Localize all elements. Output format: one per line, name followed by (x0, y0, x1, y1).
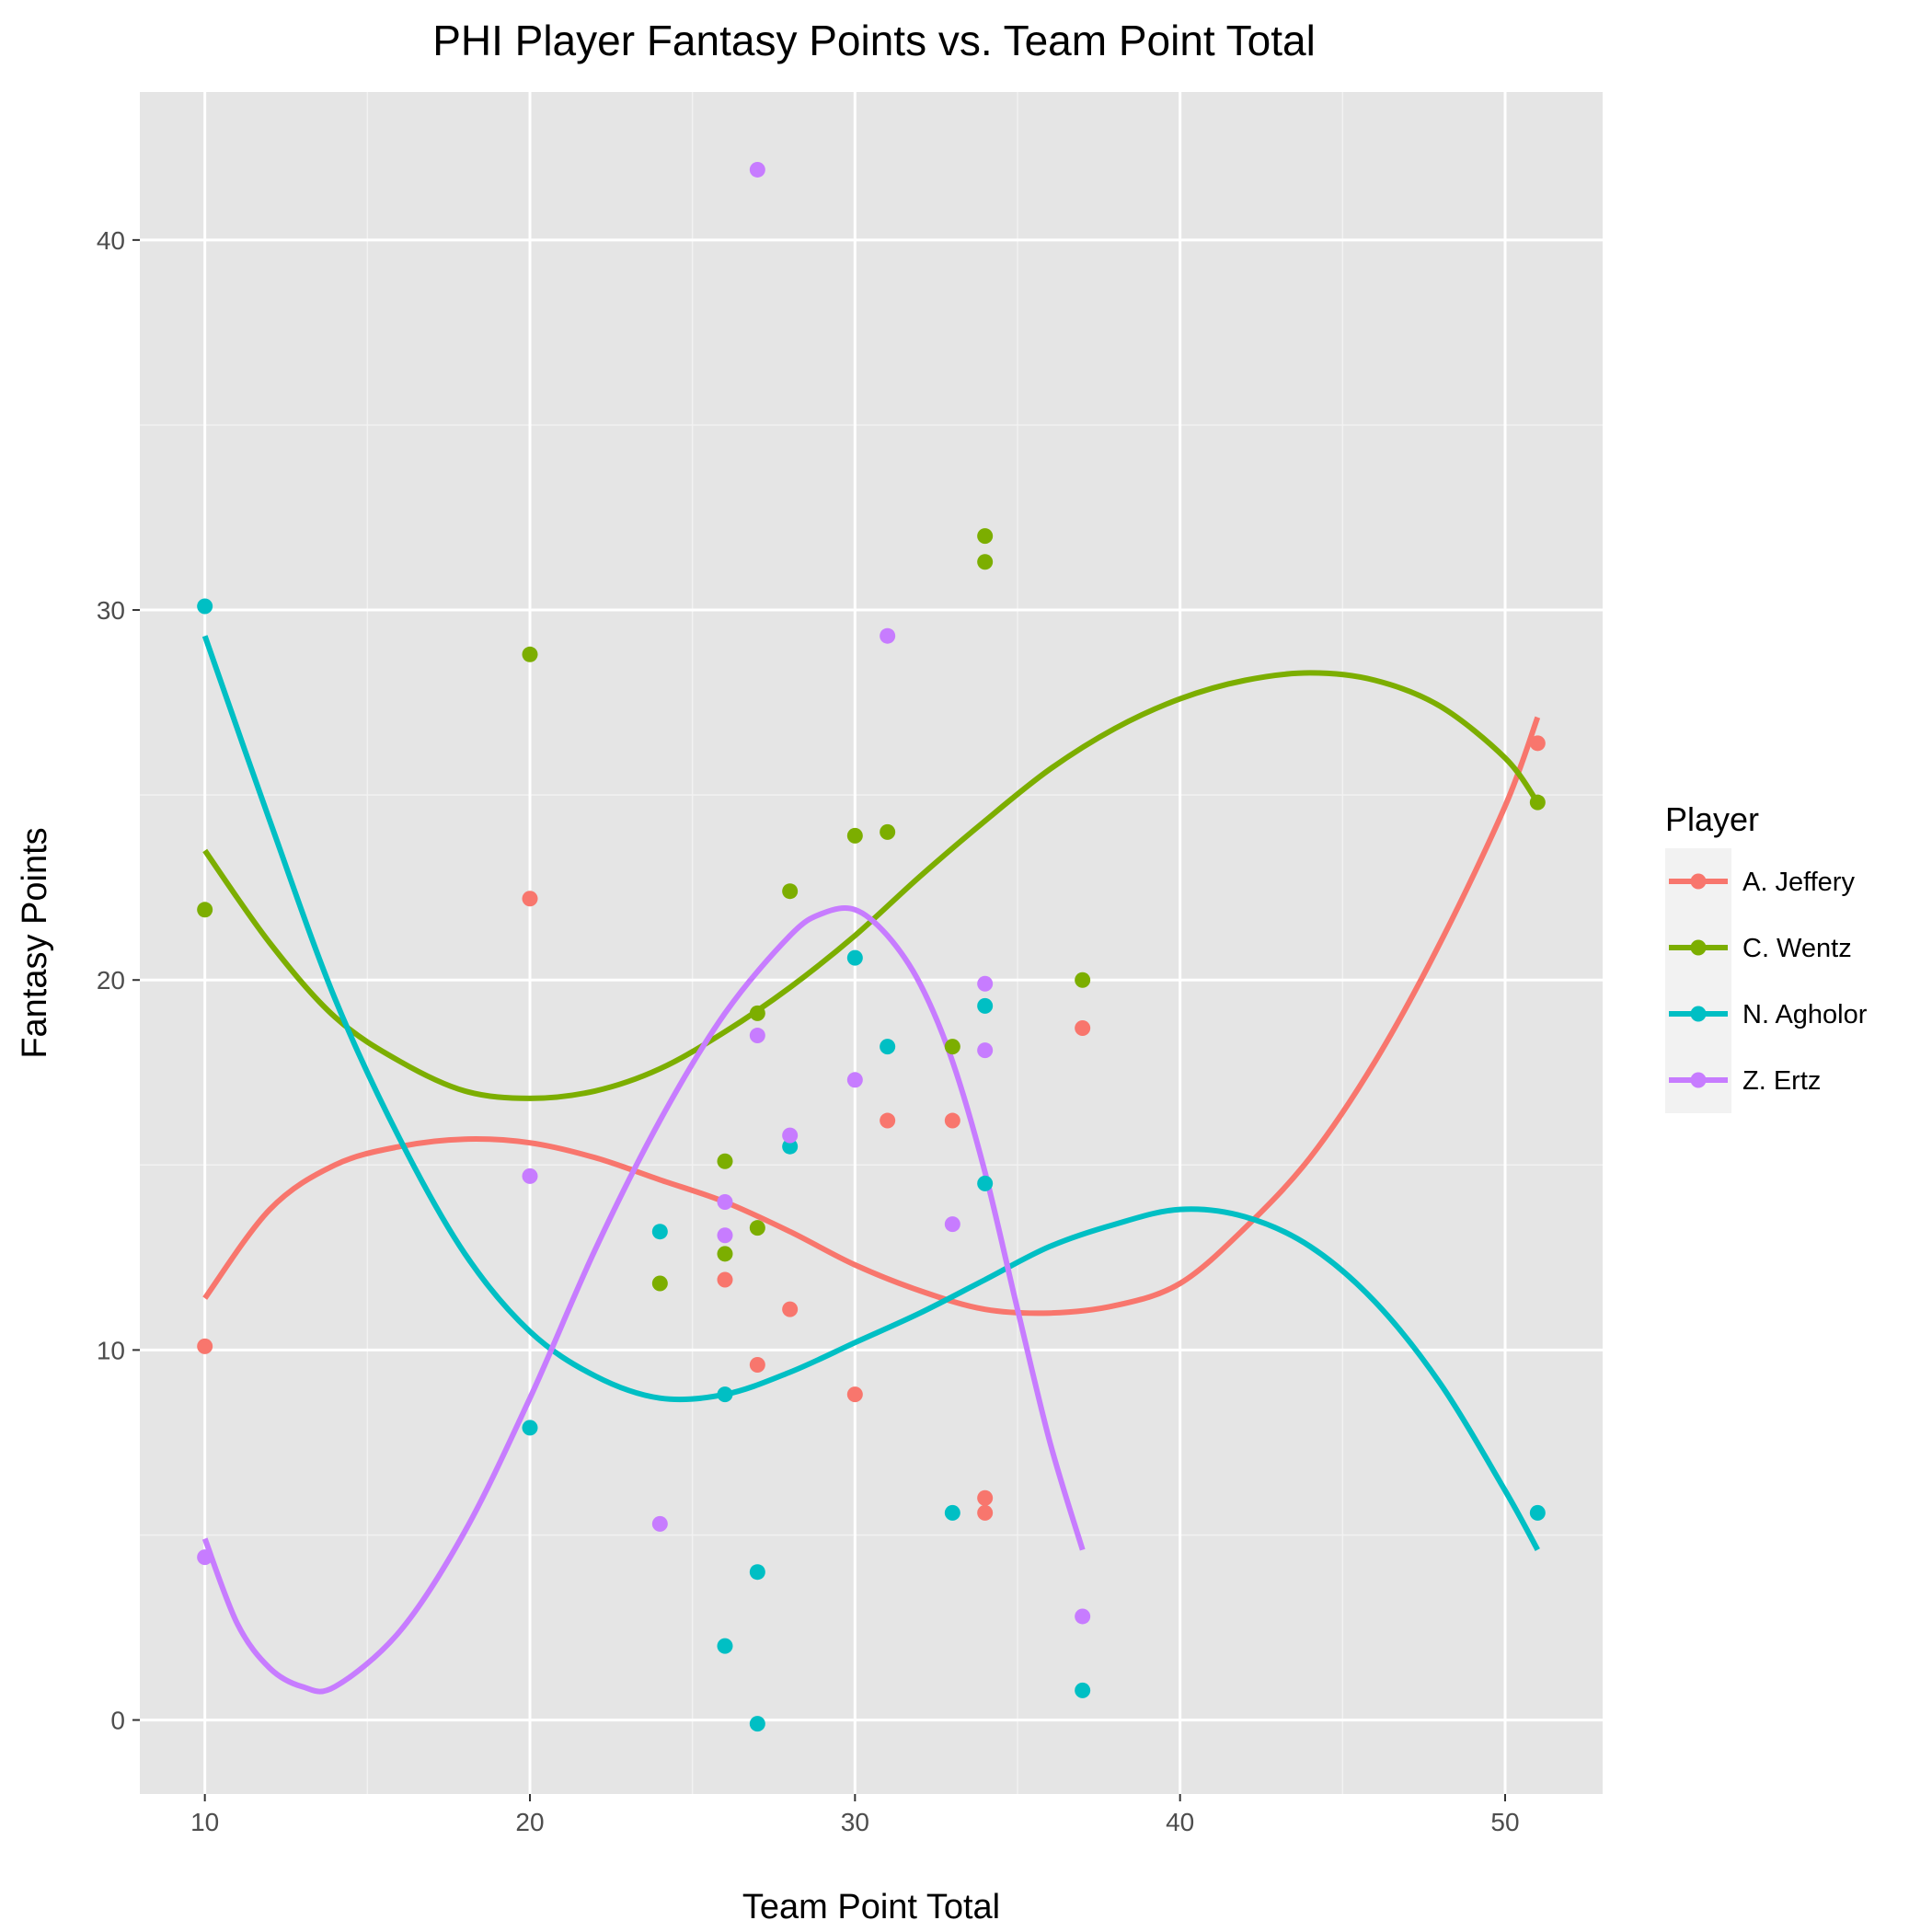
point-n-agholor (944, 1504, 960, 1521)
point-n-agholor (651, 1224, 668, 1240)
point-n-agholor (782, 1138, 799, 1155)
point-z-ertz (749, 1028, 765, 1044)
point-n-agholor (749, 1564, 765, 1581)
legend-point-z-ertz (1690, 1072, 1707, 1088)
point-a-jeffery (1075, 1020, 1091, 1036)
point-z-ertz (651, 1515, 668, 1532)
x-tick-label: 20 (515, 1808, 544, 1836)
point-a-jeffery (717, 1271, 733, 1288)
legend-point-n-agholor (1690, 1006, 1707, 1022)
y-tick-label: 20 (97, 966, 125, 995)
point-z-ertz (977, 1042, 994, 1059)
point-a-jeffery (977, 1489, 994, 1506)
point-a-jeffery (977, 1504, 994, 1521)
data-points (197, 161, 1546, 1732)
point-c-wentz (1529, 794, 1546, 811)
point-c-wentz (944, 1039, 960, 1055)
point-z-ertz (880, 627, 896, 644)
legend-label-n-agholor: N. Agholor (1742, 1000, 1868, 1029)
legend-label-a-jeffery: A. Jeffery (1742, 868, 1855, 897)
x-axis-title: Team Point Total (742, 1888, 1000, 1926)
point-a-jeffery (197, 1338, 213, 1354)
x-tick-label: 40 (1166, 1808, 1194, 1836)
point-a-jeffery (846, 1386, 863, 1403)
y-tick-label: 0 (110, 1707, 125, 1735)
point-z-ertz (782, 1127, 799, 1144)
point-c-wentz (522, 646, 538, 662)
point-z-ertz (749, 161, 765, 178)
point-c-wentz (717, 1246, 733, 1262)
smooth-line-c-wentz (202, 670, 1540, 1101)
point-n-agholor (1075, 1682, 1091, 1698)
x-tick-label: 30 (841, 1808, 869, 1836)
point-n-agholor (717, 1638, 733, 1654)
point-c-wentz (880, 823, 896, 840)
plot-panel (140, 92, 1603, 1794)
point-n-agholor (977, 997, 994, 1014)
point-c-wentz (651, 1275, 668, 1292)
point-n-agholor (846, 949, 863, 966)
point-z-ertz (522, 1167, 538, 1184)
x-axis: 10 20 30 40 50 (190, 1794, 1520, 1836)
legend-point-a-jeffery (1690, 873, 1707, 890)
point-c-wentz (846, 827, 863, 844)
point-z-ertz (717, 1194, 733, 1211)
point-a-jeffery (880, 1112, 896, 1129)
point-c-wentz (717, 1153, 733, 1169)
grid-minor (140, 92, 1603, 1794)
point-z-ertz (717, 1227, 733, 1244)
point-z-ertz (944, 1216, 960, 1233)
point-z-ertz (197, 1549, 213, 1566)
point-a-jeffery (782, 1301, 799, 1317)
point-c-wentz (977, 528, 994, 545)
point-c-wentz (977, 554, 994, 570)
point-c-wentz (782, 883, 799, 900)
point-a-jeffery (944, 1112, 960, 1129)
x-tick-label: 50 (1490, 1808, 1519, 1836)
point-c-wentz (197, 902, 213, 918)
point-n-agholor (977, 1175, 994, 1191)
smooth-line-a-jeffery (202, 716, 1541, 1317)
point-c-wentz (749, 1005, 765, 1021)
point-a-jeffery (749, 1356, 765, 1373)
chart-title: PHI Player Fantasy Points vs. Team Point… (432, 17, 1316, 64)
point-z-ertz (846, 1072, 863, 1088)
point-a-jeffery (522, 891, 538, 907)
point-n-agholor (522, 1420, 538, 1436)
legend-label-c-wentz: C. Wentz (1742, 934, 1852, 963)
point-c-wentz (749, 1220, 765, 1236)
point-n-agholor (197, 598, 213, 615)
legend: Player A. Jeffery C. Wentz N. Agholor Z. Er… (1665, 800, 1868, 1113)
smooth-line-n-agholor (201, 635, 1540, 1552)
point-z-ertz (1075, 1608, 1091, 1625)
y-axis: 0 10 20 30 40 (97, 226, 140, 1735)
point-z-ertz (977, 975, 994, 992)
point-n-agholor (880, 1039, 896, 1055)
y-tick-label: 30 (97, 596, 125, 625)
point-n-agholor (717, 1386, 733, 1403)
legend-title: Player (1665, 800, 1759, 838)
y-axis-title: Fantasy Points (16, 827, 54, 1058)
legend-items: A. Jeffery C. Wentz N. Agholor Z. Ertz (1665, 848, 1868, 1113)
point-n-agholor (1529, 1504, 1546, 1521)
y-tick-label: 40 (97, 226, 125, 255)
grid-major (140, 92, 1603, 1794)
x-tick-label: 10 (190, 1808, 219, 1836)
point-n-agholor (749, 1716, 765, 1732)
y-tick-label: 10 (97, 1336, 125, 1364)
legend-label-z-ertz: Z. Ertz (1742, 1066, 1821, 1096)
point-c-wentz (1075, 972, 1091, 988)
legend-point-c-wentz (1690, 939, 1707, 956)
point-a-jeffery (1529, 735, 1546, 752)
